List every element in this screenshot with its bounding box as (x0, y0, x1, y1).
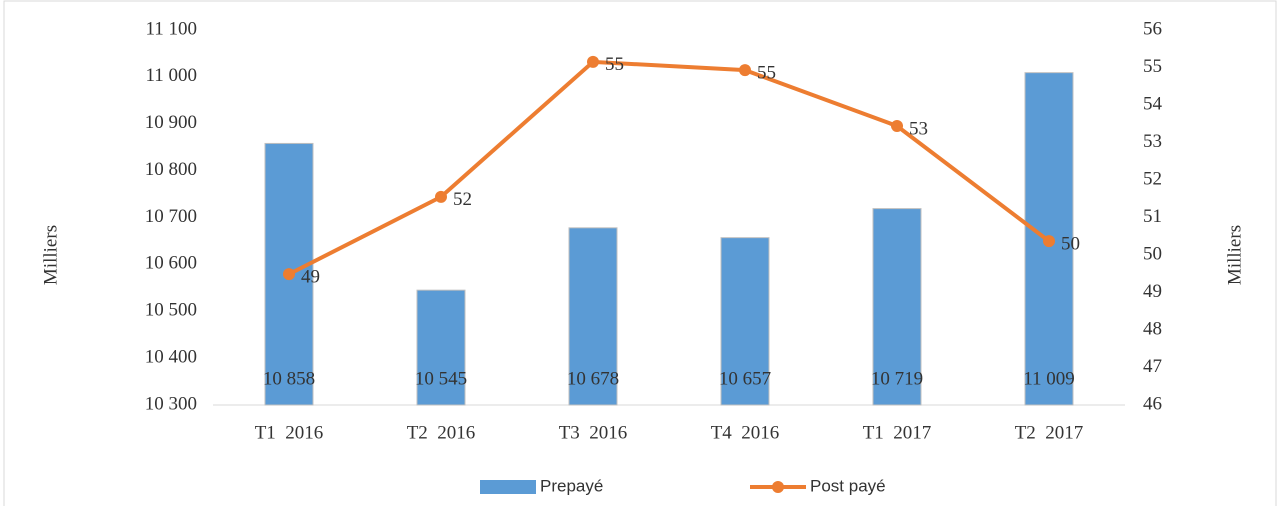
y2-tick-label: 49 (1143, 281, 1162, 302)
y-tick-label: 10 300 (145, 393, 197, 414)
y2-tick-label: 46 (1143, 393, 1162, 414)
y-tick-label: 11 000 (145, 65, 197, 86)
line (288, 59, 1051, 276)
line-value-label: 49 (301, 266, 320, 287)
bar (872, 208, 922, 406)
y-tick-label: 10 400 (145, 346, 197, 367)
y2-tick-label: 56 (1143, 18, 1162, 39)
y2-tick-label: 48 (1143, 318, 1162, 339)
line-marker (891, 120, 903, 132)
bar-value-label: 11 009 (1023, 368, 1075, 389)
line-value-label: 53 (909, 118, 928, 139)
bar-value-label: 10 545 (415, 368, 467, 389)
chart-frame (3, 0, 1277, 506)
bar-value-label: 10 858 (263, 368, 315, 389)
line-marker (739, 64, 751, 77)
y-tick-label: 10 900 (145, 112, 197, 133)
y2-tick-label: 54 (1143, 93, 1163, 114)
legend-swatch-marker (772, 481, 784, 493)
legend-swatch (480, 480, 536, 494)
x-tick-label: T4 2016 (711, 422, 780, 443)
line-value-label: 52 (453, 189, 472, 210)
legend-label: Prepayé (540, 476, 603, 495)
y2-axis-label: Milliers (1224, 225, 1245, 285)
y-tick-label: 10 600 (145, 253, 197, 274)
y2-tick-label: 47 (1143, 356, 1162, 377)
y-tick-label: 11 100 (145, 18, 197, 39)
x-tick-label: T2 2016 (407, 422, 476, 443)
bar (720, 237, 770, 406)
bar-value-label: 10 678 (567, 368, 619, 389)
y2-tick-label: 53 (1143, 131, 1162, 152)
bar (568, 227, 618, 406)
legend-label: Post payé (810, 476, 886, 495)
y-tick-label: 10 500 (145, 300, 197, 321)
y-tick-label: 10 800 (145, 159, 197, 180)
line-value-label: 55 (757, 62, 776, 83)
x-tick-label: T1 2017 (863, 422, 932, 443)
y2-tick-label: 52 (1143, 168, 1162, 189)
y2-tick-label: 51 (1143, 206, 1162, 227)
line-marker (1043, 235, 1055, 248)
y-tick-label: 10 700 (145, 206, 197, 227)
y-axis-label: Milliers (40, 225, 61, 285)
y2-tick-label: 50 (1143, 243, 1162, 264)
line-marker (283, 268, 295, 281)
y2-tick-label: 55 (1143, 56, 1162, 77)
line-marker (587, 55, 599, 68)
bar-value-label: 10 657 (719, 368, 771, 389)
line-marker (435, 190, 447, 203)
bar-value-label: 10 719 (871, 368, 923, 389)
bar (416, 289, 466, 406)
x-tick-label: T1 2016 (255, 422, 324, 443)
x-tick-label: T2 2017 (1015, 422, 1084, 443)
x-tick-label: T3 2016 (559, 422, 628, 443)
line-value-label: 50 (1061, 233, 1080, 254)
line-value-label: 55 (605, 54, 624, 75)
